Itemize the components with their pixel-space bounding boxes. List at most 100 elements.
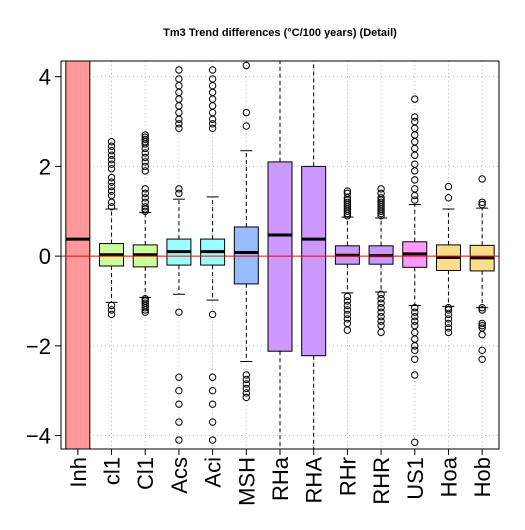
outlier-point	[343, 306, 352, 314]
outlier-point	[411, 304, 419, 312]
outlier-point	[107, 155, 116, 164]
outlier-point	[107, 191, 116, 200]
outlier-point	[444, 306, 453, 314]
outlier-point	[208, 386, 217, 395]
x-tick-label-aci: Aci	[201, 457, 226, 488]
outlier-point	[141, 297, 149, 305]
x-tick-label-hoa: Hoa	[436, 456, 461, 497]
box-inh	[65, 60, 91, 450]
y-axis: −4 −2 0 2 4	[26, 65, 61, 449]
outlier-point	[478, 330, 486, 339]
y-tick-label: −4	[26, 424, 51, 449]
outlier-point	[444, 319, 453, 328]
outlier-point	[478, 321, 486, 330]
outlier-point	[175, 308, 183, 316]
outlier-point	[242, 61, 251, 70]
outlier-point	[343, 315, 352, 323]
outlier-point	[377, 194, 385, 202]
x-tick-label-msh: MSH	[234, 457, 259, 506]
outlier-point	[411, 321, 419, 330]
outlier-point	[107, 187, 116, 195]
box-us1	[402, 95, 428, 446]
box-hoa	[435, 182, 461, 337]
outlier-point	[175, 189, 183, 198]
outlier-point	[377, 317, 385, 325]
outlier-point	[444, 328, 453, 337]
outlier-point	[411, 355, 419, 363]
outlier-point	[242, 371, 251, 379]
y-tick-label: −2	[26, 334, 51, 359]
outlier-point	[242, 393, 251, 402]
outlier-point	[343, 198, 352, 206]
outlier-point	[411, 317, 419, 325]
outlier-point	[478, 198, 486, 206]
outlier-point	[208, 124, 217, 132]
outlier-point	[208, 88, 217, 97]
outlier-point	[208, 120, 217, 128]
outlier-point	[175, 436, 183, 444]
outlier-point	[208, 436, 217, 444]
outlier-point	[411, 196, 419, 204]
outlier-point	[343, 301, 352, 310]
box-msh	[233, 61, 259, 402]
x-tick-label-us1: US1	[403, 457, 428, 500]
y-tick-label: 2	[39, 154, 51, 179]
outlier-point	[107, 164, 116, 173]
outlier-point	[411, 312, 419, 321]
outlier-point	[343, 189, 352, 198]
y-tick-label: 4	[39, 65, 51, 90]
outlier-point	[411, 176, 419, 184]
outlier-point	[107, 147, 116, 155]
outlier-point	[478, 175, 486, 183]
y-tick-label: 0	[39, 244, 51, 269]
outlier-point	[411, 144, 419, 153]
outlier-point	[208, 373, 217, 381]
outlier-point	[175, 108, 183, 117]
outlier-point	[107, 151, 116, 159]
outlier-point	[377, 299, 385, 307]
outlier-point	[175, 185, 183, 193]
outlier-point	[107, 306, 116, 314]
outlier-point	[208, 75, 217, 83]
outlier-point	[175, 418, 183, 426]
outlier-point	[141, 133, 149, 141]
outlier-point	[343, 292, 352, 301]
x-tick-label-cl1: Cl1	[133, 457, 158, 490]
x-tick-label-rhr: RHR	[369, 457, 394, 505]
outlier-point	[141, 135, 149, 144]
x-tick-label-acs: Acs	[167, 457, 192, 494]
box-body	[65, 60, 91, 450]
outlier-point	[377, 290, 385, 298]
outlier-point	[444, 304, 453, 312]
outlier-point	[208, 108, 217, 117]
outlier-point	[175, 400, 183, 408]
outlier-point	[411, 124, 419, 132]
outlier-point	[175, 66, 183, 74]
outlier-point	[141, 153, 149, 162]
outlier-point	[175, 124, 183, 132]
outlier-point	[411, 113, 419, 121]
plot-frame	[60, 60, 500, 450]
outlier-point	[175, 373, 183, 381]
outlier-point	[411, 117, 419, 126]
box-aci	[200, 66, 226, 444]
x-tick-label-rha: RHA	[302, 457, 327, 504]
outlier-point	[107, 310, 116, 319]
outlier-point	[377, 185, 385, 193]
outlier-point	[411, 160, 419, 168]
outlier-point	[444, 315, 453, 323]
outlier-point	[242, 380, 251, 388]
outlier-point	[141, 131, 149, 139]
outlier-point	[107, 203, 116, 211]
outlier-point	[377, 295, 385, 303]
outlier-point	[478, 319, 486, 328]
box-rhr	[334, 187, 360, 334]
outlier-point	[141, 198, 149, 206]
box-body	[301, 165, 327, 357]
x-tick-label-rha: RHa	[268, 456, 293, 501]
outlier-point	[377, 189, 385, 198]
outlier-point	[377, 312, 385, 321]
x-axis-labels: Inh cl1 Cl1 Acs Aci MSH RHa RHA RHr RHR US1 Hoa Hob	[66, 449, 495, 506]
outlier-point	[175, 120, 183, 128]
